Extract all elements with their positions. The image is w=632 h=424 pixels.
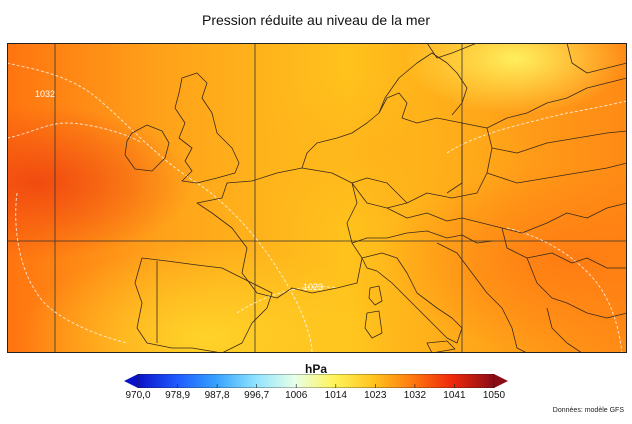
tick-label: 996,7 [244,390,270,401]
tick-label: 1050 [482,390,506,401]
tick-label: 970,0 [125,390,151,401]
data-source-note: Données: modèle GFS [552,407,624,414]
tick-label: 1014 [324,390,347,401]
tick-label: 1006 [285,390,308,401]
map-title: Pression réduite au niveau de la mer [201,12,431,28]
isobars [7,62,627,353]
colorbar [124,373,508,389]
isobar-label-1032: 1032 [35,89,55,99]
graticule [7,43,627,353]
pressure-map: 1032 1023 [7,43,627,353]
colorbar-gradient [137,373,495,389]
colorbar-tick-labels: 970,0 978,9 987,8 996,7 1006 1014 1023 1… [0,390,632,404]
tick-label: 1023 [364,390,387,401]
tick-label: 978,9 [165,390,191,401]
unit-label: hPa [304,362,327,376]
colorbar-arrow-left [124,374,138,388]
isobar-label-1023: 1023 [303,282,323,292]
colorbar-arrow-right [494,374,508,388]
tick-label: 1041 [443,390,466,401]
tick-label: 987,8 [204,390,230,401]
coastlines [124,43,627,353]
tick-label: 1032 [403,390,427,401]
